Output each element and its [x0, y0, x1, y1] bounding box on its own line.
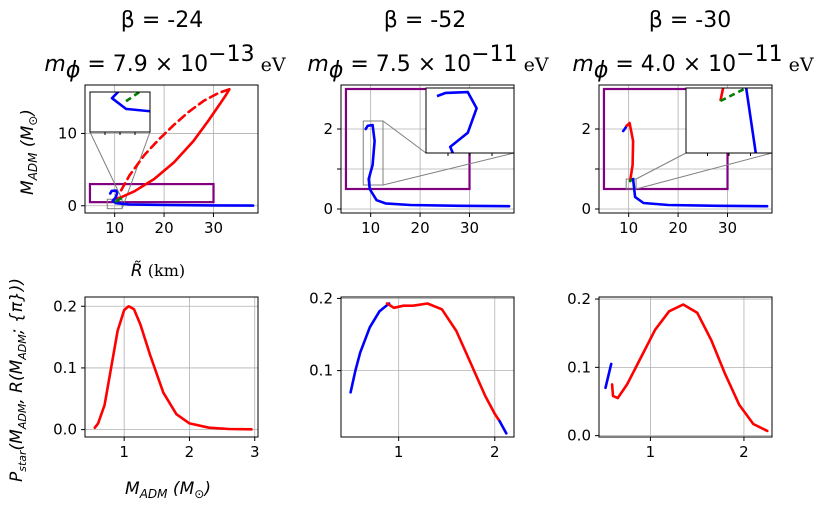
inset-series-4: [125, 92, 142, 103]
series-line-2: [119, 88, 231, 193]
x-tick-label: 1: [646, 443, 656, 461]
axes-frame: [84, 84, 259, 214]
panel-bottom-right: 1 2 0.0 0.1 0.2: [567, 290, 773, 461]
column-title-3: β = -30 mϕ = 4.0 × 10−11 eV: [572, 8, 814, 83]
y-tick-label: 0.2: [567, 290, 591, 308]
x-tick-label: 30: [460, 219, 479, 237]
zoom-region: [362, 120, 384, 186]
panel-bottom-left: 1 2 3 0.0 0.1 0.2: [53, 296, 260, 461]
panel-top-right: 10 20 30 0 2: [581, 84, 773, 237]
y-tick-label: 0.0: [53, 421, 77, 439]
inset-border: [425, 87, 515, 154]
mass-label-1: mϕ = 7.9 × 10−13 eV: [44, 42, 286, 83]
x-tick-label: 20: [669, 219, 688, 237]
zoom-connector: [89, 131, 123, 200]
panel-top-middle: 10 20 30 0 2: [323, 84, 515, 237]
inset-series-3: [110, 92, 150, 113]
x-tick-label: 20: [155, 219, 174, 237]
y-tick-label: 0.2: [53, 297, 77, 315]
zoom-connector: [635, 152, 773, 190]
series-line-2: [385, 302, 501, 423]
series-line-4: [114, 197, 122, 203]
top-xlabel: R̃ (km): [131, 260, 185, 281]
x-tick-label: 20: [411, 219, 430, 237]
axes-frame: [84, 296, 259, 438]
column-title-1: β = -24 mϕ = 7.9 × 10−13 eV: [44, 8, 286, 83]
region-rectangle: [88, 182, 215, 204]
series-line-1: [93, 304, 253, 431]
series-line-1: [604, 362, 613, 390]
y-tick-label: 0.1: [309, 362, 333, 380]
x-tick-label: 10: [361, 219, 380, 237]
x-tick-label: 3: [250, 443, 260, 461]
mass-label-2: mϕ = 7.5 × 10−11 eV: [307, 42, 549, 83]
bottom-ylabel: Pstar(MADM, R(MADM; {π})): [7, 278, 29, 482]
y-tick-label: 2: [323, 120, 333, 138]
x-tick-label: 30: [204, 219, 223, 237]
zoom-connector: [382, 152, 515, 186]
series-line-2: [610, 303, 769, 433]
mass-label-3: mϕ = 4.0 × 10−11 eV: [572, 42, 814, 83]
zoom-inset: [425, 87, 515, 156]
panel-bottom-middle: 1 2 0.1 0.2: [309, 289, 515, 461]
y-tick-label: 0: [67, 197, 77, 215]
series-line-3: [108, 189, 255, 207]
x-tick-label: 1: [394, 443, 404, 461]
x-tick-label: 2: [490, 443, 500, 461]
chart-panels: 10 20 30 0 10 10 20 30 0 2 10 20 30 0 2 1 2 3 0.0 0.1 0.2 1 2 0…: [53, 84, 773, 461]
inset-border: [89, 91, 151, 133]
inset-series-1: [436, 90, 478, 153]
beta-label-3: β = -30: [649, 8, 731, 33]
series-line-3: [498, 419, 508, 435]
x-tick-label: 2: [739, 443, 749, 461]
y-tick-label: 0: [323, 200, 333, 218]
x-tick-label: 10: [105, 219, 124, 237]
zoom-inset: [685, 87, 773, 156]
beta-label-1: β = -24: [121, 8, 203, 33]
series-line-1: [364, 123, 511, 208]
inset-frame: [89, 91, 151, 133]
y-tick-label: 0.1: [53, 359, 77, 377]
x-tick-label: 30: [718, 219, 737, 237]
bottom-xlabel: MADM (M⊙): [125, 479, 211, 501]
panel-top-left: 10 20 30 0 10: [58, 84, 259, 237]
y-tick-label: 2: [581, 120, 591, 138]
beta-label-2: β = -52: [384, 8, 466, 33]
x-tick-label: 10: [619, 219, 638, 237]
y-tick-label: 0.1: [567, 358, 591, 376]
series-line-2: [625, 121, 635, 183]
x-tick-label: 2: [185, 443, 195, 461]
y-tick-label: 0.2: [309, 289, 333, 307]
inset-border: [685, 87, 773, 154]
series-line-1: [349, 302, 391, 394]
zoom-connector: [121, 131, 151, 209]
top-ylabel: MADM (M⊙): [18, 109, 40, 195]
column-title-2: β = -52 mϕ = 7.5 × 10−11 eV: [307, 8, 549, 83]
axes-frame: [340, 296, 515, 438]
inset-frame: [685, 87, 773, 154]
y-tick-label: 10: [58, 124, 77, 142]
zoom-connector: [635, 152, 687, 180]
y-tick-label: 0: [581, 200, 591, 218]
series-line-4: [631, 177, 769, 208]
zoom-connector: [382, 120, 427, 154]
zoom-inset: [89, 91, 151, 135]
inset-series-3: [719, 88, 747, 103]
y-tick-label: 0.0: [567, 427, 591, 445]
series-line-1: [114, 88, 231, 200]
x-tick-label: 1: [119, 443, 129, 461]
